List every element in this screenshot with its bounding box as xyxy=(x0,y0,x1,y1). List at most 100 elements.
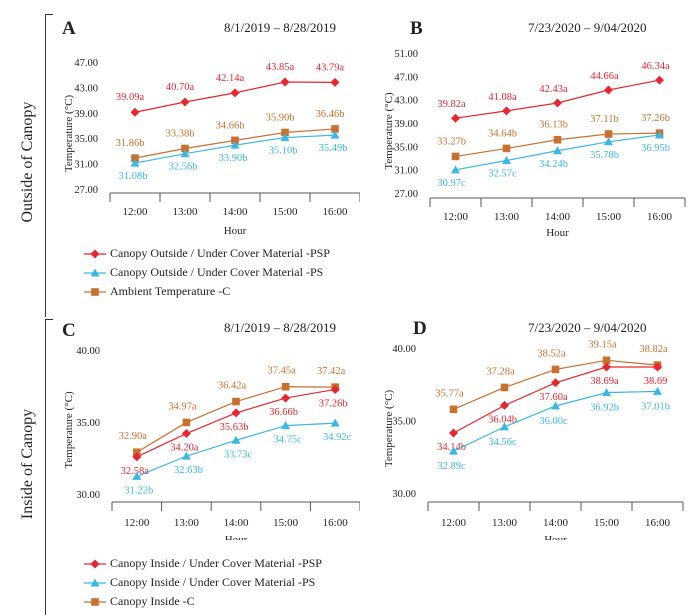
data-label-ps: 36.00c xyxy=(539,416,568,427)
y-axis-label: Temperature (°C) xyxy=(63,391,75,469)
y-tick-label: 31.00 xyxy=(394,166,418,177)
data-label-ps: 33.73c xyxy=(224,449,253,460)
data-point-psp xyxy=(655,75,664,85)
data-point-psp xyxy=(451,113,460,123)
legend-entry: Canopy Inside -C xyxy=(84,592,322,611)
x-tick-label: 12:00 xyxy=(443,211,469,223)
data-point-ps xyxy=(132,471,142,480)
data-label-c: 36.42a xyxy=(218,381,247,392)
data-label-ps: 32.57c xyxy=(488,169,517,180)
data-label-psp: 37.60a xyxy=(539,392,568,403)
data-label-psp: 39.09a xyxy=(116,92,145,103)
data-point-psp xyxy=(602,362,611,372)
x-tick-label: 16:00 xyxy=(322,206,348,218)
data-point-ps xyxy=(280,133,290,142)
bracket-inside-top xyxy=(45,319,53,320)
chart-panel-b: 27.00 31.00 35.00 39.00 43.00 47.00 51.00 Tempe… xyxy=(383,49,686,238)
data-point-c xyxy=(551,365,560,374)
data-point-psp xyxy=(130,107,140,117)
data-label-c: 36.13b xyxy=(539,120,568,131)
y-tick-label: 27.00 xyxy=(394,189,418,200)
y-tick-label: 39.00 xyxy=(74,109,98,120)
legend-swatch xyxy=(84,578,106,586)
y-tick-label: 35.00 xyxy=(74,134,98,145)
y-tick-label: 40.00 xyxy=(392,344,416,355)
x-axis-label: Hour xyxy=(224,225,247,237)
data-point-c xyxy=(281,128,289,137)
data-point-psp xyxy=(502,106,511,116)
legend-entry: Canopy Outside / Under Cover Material -P… xyxy=(84,263,330,282)
y-tick-label: 30.00 xyxy=(76,490,100,501)
data-label-psp: 40.70a xyxy=(166,82,195,93)
data-point-c xyxy=(133,448,141,457)
data-point-c xyxy=(181,144,189,153)
x-tick-label: 16:00 xyxy=(647,211,673,223)
data-point-c xyxy=(502,144,511,153)
data-point-psp xyxy=(449,428,458,438)
legend-marker-triangle xyxy=(90,268,100,276)
data-point-ps xyxy=(655,130,664,139)
data-point-c xyxy=(231,136,239,145)
x-tick-label: 15:00 xyxy=(273,517,299,529)
x-tick-label: 13:00 xyxy=(172,206,198,218)
data-point-psp xyxy=(553,98,562,108)
x-tick-label: 14:00 xyxy=(223,517,249,529)
y-tick-label: 31.00 xyxy=(74,160,98,171)
y-tick-label: 35.00 xyxy=(394,142,418,153)
data-label-psp: 46.34a xyxy=(641,61,670,72)
data-label-c: 38.52a xyxy=(537,348,566,359)
data-point-ps xyxy=(653,386,662,395)
panel-letter-c: C xyxy=(62,320,76,341)
data-label-psp: 43.85a xyxy=(266,62,295,73)
data-label-c: 38.82a xyxy=(639,344,668,355)
y-axis-label: Temperature (°C) xyxy=(63,95,75,173)
data-label-c: 34.97a xyxy=(168,401,197,412)
data-label-c: 39.15a xyxy=(588,340,617,350)
data-point-psp xyxy=(604,85,613,95)
data-point-ps xyxy=(281,421,291,430)
y-axis-label: Temperature (°C) xyxy=(383,92,395,170)
data-point-ps xyxy=(231,435,241,444)
legend-entry: Canopy Outside / Under Cover Material -P… xyxy=(84,244,330,263)
data-label-c: 37.42a xyxy=(317,366,346,377)
legend-swatch xyxy=(84,249,106,258)
data-point-psp xyxy=(180,97,190,107)
y-tick-label: 51.00 xyxy=(394,49,418,60)
y-tick-label: 47.00 xyxy=(74,58,98,69)
legend-outside: Canopy Outside / Under Cover Material -P… xyxy=(84,244,330,301)
data-label-ps: 34.92c xyxy=(323,432,352,443)
data-label-psp: 43.79a xyxy=(316,62,345,73)
data-point-ps xyxy=(230,140,240,149)
data-point-psp xyxy=(551,378,560,388)
data-point-ps xyxy=(602,388,611,397)
x-tick-label: 13:00 xyxy=(494,211,520,223)
x-tick-label: 14:00 xyxy=(222,206,248,218)
x-tick-label: 15:00 xyxy=(596,211,622,223)
panel-date-a: 8/1/2019 – 8/28/2019 xyxy=(224,20,336,35)
y-tick-label: 43.00 xyxy=(74,83,98,94)
chart-panel-d: 30.00 35.00 40.00 Temperature (°C) 12:00 13:0… xyxy=(383,340,684,540)
y-tick-label: 35.00 xyxy=(76,418,100,429)
data-label-ps: 34.24b xyxy=(539,159,568,170)
x-axis-label: Hour xyxy=(546,227,569,238)
data-label-psp: 37.26b xyxy=(319,398,348,409)
data-point-ps xyxy=(180,149,190,158)
data-point-psp xyxy=(653,362,662,372)
legend-label: Canopy Inside / Under Cover Material -PS xyxy=(110,575,316,589)
y-tick-label: 35.00 xyxy=(392,417,416,428)
panel-letter-d: D xyxy=(413,318,427,339)
x-tick-label: 13:00 xyxy=(174,517,200,529)
y-tick-label: 30.00 xyxy=(392,489,416,500)
data-point-c xyxy=(602,356,611,365)
panel-letter-b: B xyxy=(410,18,423,39)
data-label-psp: 44.66a xyxy=(590,71,619,82)
x-tick-label: 12:00 xyxy=(441,517,467,529)
data-label-ps: 35.78b xyxy=(590,150,619,161)
chart-panel-a: 27.00 31.00 35.00 39.00 43.00 47.00 Temperatur… xyxy=(63,58,360,237)
legend-swatch xyxy=(84,597,106,606)
data-label-c: 34.66b xyxy=(216,120,245,131)
x-tick-label: 12:00 xyxy=(124,517,150,529)
data-point-ps xyxy=(330,418,340,427)
panel-letter-a: A xyxy=(62,18,76,39)
